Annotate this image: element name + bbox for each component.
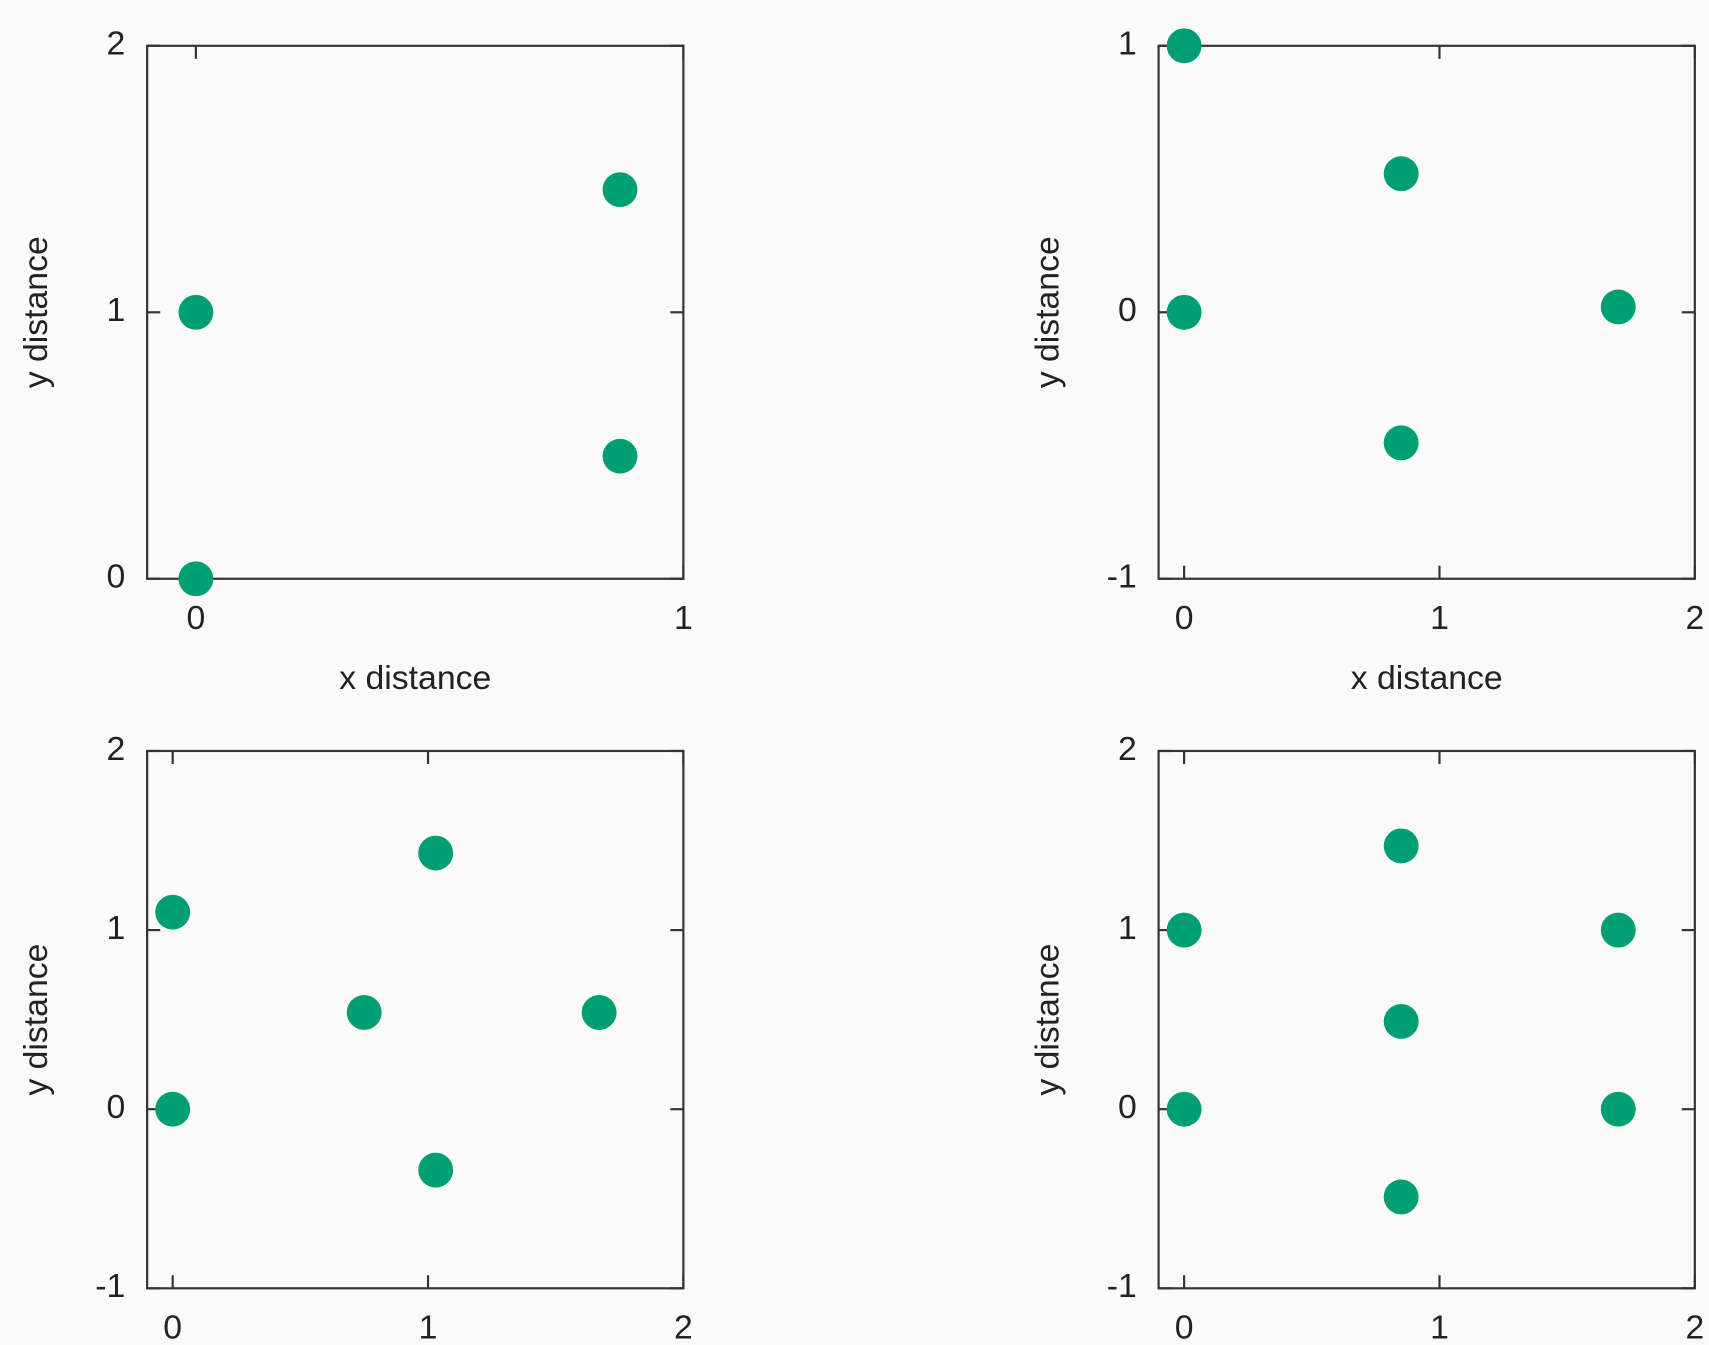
- point: [1384, 156, 1419, 191]
- point: [1384, 1180, 1419, 1215]
- y-tick-label: 0: [107, 558, 126, 596]
- y-tick-label: 2: [107, 25, 126, 63]
- x-tick-label: 1: [1430, 599, 1449, 637]
- point: [582, 995, 617, 1030]
- point: [178, 561, 213, 596]
- point: [1384, 828, 1419, 863]
- point: [603, 172, 638, 207]
- chart-grid: 0 1 0 1 2 x distance y distance 0 1 2 -1 0 1 x distan…: [0, 0, 1709, 1345]
- x-tick-label: 1: [674, 599, 693, 637]
- y-tick-label: 2: [107, 730, 126, 768]
- point: [178, 295, 213, 330]
- y-tick-label: 1: [107, 291, 126, 329]
- point: [418, 836, 453, 871]
- point: [1167, 295, 1202, 330]
- y-axis-label: y distance: [1029, 944, 1067, 1096]
- point: [347, 995, 382, 1030]
- chart-panel: 0 1 2 -1 0 1 2 y distance: [17, 730, 693, 1345]
- point: [1601, 290, 1636, 325]
- x-tick-label: 2: [1685, 1309, 1704, 1345]
- plot-frame: [1159, 751, 1695, 1288]
- chart-panel: 0 1 2 -1 0 1 2 y distance: [1029, 730, 1705, 1345]
- point: [1384, 425, 1419, 460]
- y-tick-label: 0: [1118, 1088, 1137, 1126]
- x-tick-label: 1: [419, 1309, 438, 1345]
- y-tick-label: 2: [1118, 730, 1137, 768]
- y-tick-label: -1: [1107, 558, 1137, 596]
- x-tick-label: 2: [1685, 599, 1704, 637]
- point: [418, 1153, 453, 1188]
- y-axis-label: y distance: [1029, 236, 1067, 388]
- page: {"chart_data": [ {"type": "scatter", "xl…: [0, 0, 1709, 1345]
- point: [1601, 913, 1636, 948]
- y-tick-label: -1: [1107, 1267, 1137, 1305]
- y-tick-label: 0: [1118, 291, 1137, 329]
- y-tick-label: 1: [1118, 25, 1137, 63]
- point: [155, 895, 190, 930]
- y-axis-label: y distance: [17, 236, 55, 388]
- x-tick-label: 0: [186, 599, 205, 637]
- plot-frame: [147, 46, 683, 579]
- x-tick-label: 2: [674, 1309, 693, 1345]
- x-tick-label: 0: [1175, 599, 1194, 637]
- y-tick-label: 1: [1118, 909, 1137, 947]
- x-tick-label: 1: [1430, 1309, 1449, 1345]
- x-axis-label: x distance: [1351, 659, 1503, 697]
- point: [1384, 1004, 1419, 1039]
- chart-panel: 0 1 0 1 2 x distance y distance: [17, 25, 693, 697]
- y-tick-label: 0: [107, 1088, 126, 1126]
- point: [1167, 28, 1202, 63]
- y-tick-label: -1: [95, 1267, 125, 1305]
- point: [1601, 1092, 1636, 1127]
- y-tick-label: 1: [107, 909, 126, 947]
- point: [1167, 1092, 1202, 1127]
- point: [603, 439, 638, 474]
- x-axis-label: x distance: [339, 659, 491, 697]
- x-tick-label: 0: [1175, 1309, 1194, 1345]
- y-axis-label: y distance: [17, 944, 55, 1096]
- point: [155, 1092, 190, 1127]
- chart-panel: 0 1 2 -1 0 1 x distance y distance: [1029, 25, 1705, 697]
- x-tick-label: 0: [163, 1309, 182, 1345]
- point: [1167, 913, 1202, 948]
